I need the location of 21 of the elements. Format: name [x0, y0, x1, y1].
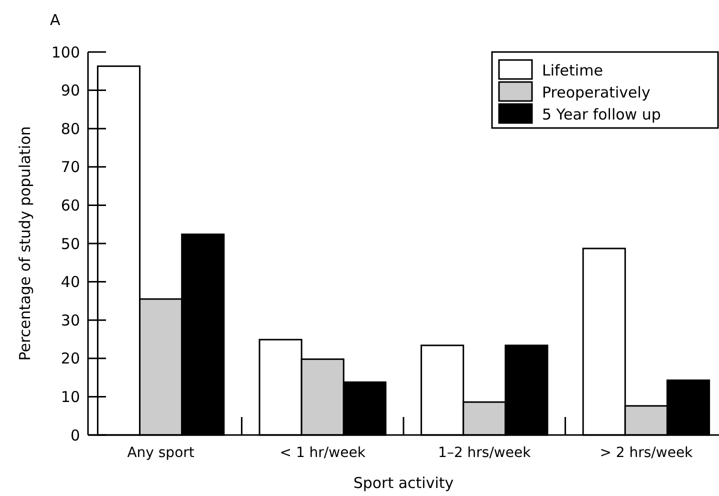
y-axis-title: Percentage of study population [16, 126, 34, 361]
y-tick-label: 70 [60, 158, 80, 176]
y-tick-label: 50 [60, 234, 80, 253]
y-tick-label: 80 [60, 120, 80, 138]
x-axis-title: Sport activity [353, 474, 454, 492]
y-tick-label: 90 [60, 82, 80, 100]
x-tick-label: < 1 hr/week [280, 445, 366, 461]
y-tick-label: 60 [60, 196, 80, 214]
y-tick-label: 40 [60, 273, 80, 292]
y-tick-label: 0 [70, 426, 80, 444]
y-tick-label: 30 [60, 311, 80, 330]
x-tick-label: 1–2 hrs/week [438, 445, 532, 461]
y-tick-label: 100 [51, 43, 80, 62]
text: A [50, 11, 61, 29]
legend-label: Lifetime [542, 61, 603, 80]
x-tick-label: > 2 hrs/week [600, 445, 694, 461]
legend-label: Preoperatively [542, 83, 650, 102]
x-tick-label: Any sport [127, 445, 195, 461]
y-tick-label: 10 [60, 388, 80, 406]
legend-label: 5 Year follow up [542, 105, 661, 124]
y-tick-label: 20 [60, 350, 80, 368]
